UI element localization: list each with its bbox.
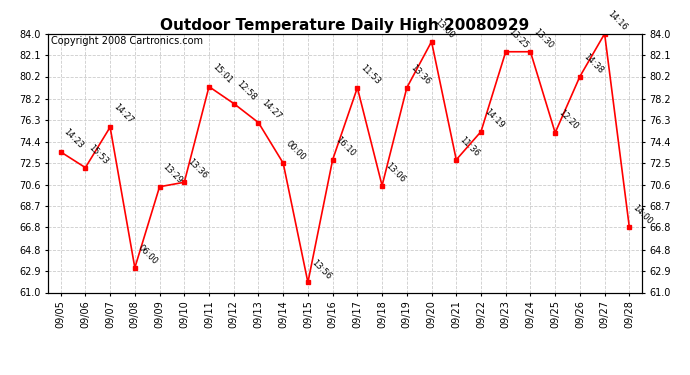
Text: 11:36: 11:36 [457, 135, 481, 158]
Text: 14:16: 14:16 [606, 9, 629, 32]
Text: 14:27: 14:27 [260, 98, 283, 121]
Text: 13:36: 13:36 [408, 63, 432, 86]
Text: 14:00: 14:00 [631, 203, 654, 226]
Text: 13:25: 13:25 [507, 27, 531, 50]
Text: 16:10: 16:10 [334, 135, 357, 158]
Text: 06:00: 06:00 [136, 243, 159, 266]
Title: Outdoor Temperature Daily High 20080929: Outdoor Temperature Daily High 20080929 [160, 18, 530, 33]
Text: 15:01: 15:01 [210, 62, 233, 85]
Text: 13:36: 13:36 [186, 158, 209, 181]
Text: 14:23: 14:23 [62, 127, 86, 150]
Text: 12:20: 12:20 [557, 108, 580, 131]
Text: 12:58: 12:58 [235, 79, 258, 102]
Text: 13:06: 13:06 [384, 161, 407, 184]
Text: 13:30: 13:30 [532, 27, 555, 50]
Text: 00:00: 00:00 [284, 139, 308, 162]
Text: 15:53: 15:53 [87, 143, 110, 166]
Text: 13:56: 13:56 [309, 258, 333, 281]
Text: 13:29: 13:29 [161, 162, 184, 185]
Text: 11:53: 11:53 [359, 63, 382, 86]
Text: 13:00: 13:00 [433, 17, 456, 40]
Text: 14:19: 14:19 [482, 107, 506, 130]
Text: Copyright 2008 Cartronics.com: Copyright 2008 Cartronics.com [51, 36, 204, 46]
Text: 14:38: 14:38 [581, 52, 604, 75]
Text: 14:27: 14:27 [112, 102, 135, 126]
